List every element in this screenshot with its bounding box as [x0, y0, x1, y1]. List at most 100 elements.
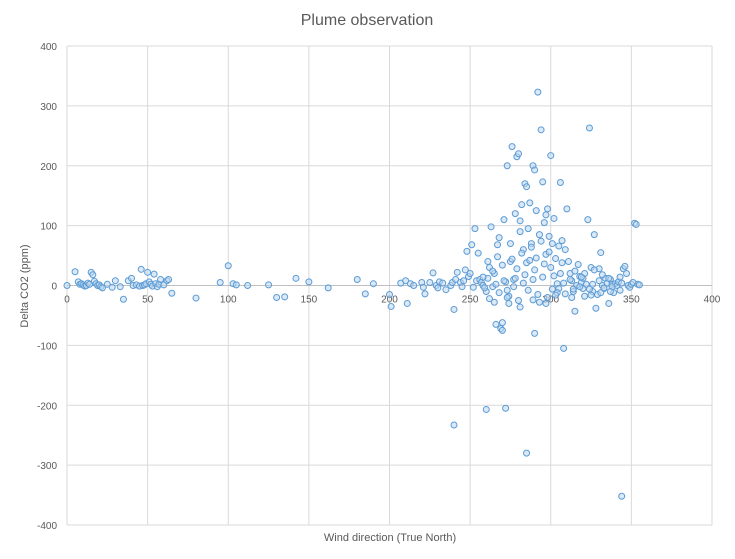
data-point-234 — [618, 279, 626, 287]
data-point-128 — [532, 207, 540, 215]
data-point-108 — [500, 216, 508, 224]
data-point-260 — [616, 273, 624, 281]
data-point-131 — [537, 126, 545, 134]
data-point-55 — [305, 278, 313, 286]
data-point-223 — [511, 274, 519, 282]
data-point-63 — [402, 277, 410, 285]
data-point-202 — [524, 286, 532, 294]
data-point-267 — [490, 298, 498, 306]
data-point-146 — [561, 246, 569, 254]
data-point-135 — [544, 205, 552, 213]
data-point-64 — [403, 299, 411, 307]
y-tick-label-6: -200 — [37, 401, 57, 412]
data-point-252 — [539, 273, 547, 281]
x-axis-title: Wind direction (True North) — [324, 532, 456, 544]
data-point-100 — [487, 223, 495, 231]
data-point-143 — [556, 179, 564, 187]
data-point-70 — [426, 279, 434, 287]
data-point-214 — [556, 270, 564, 278]
data-point-88 — [466, 270, 474, 278]
data-point-43 — [165, 276, 173, 284]
data-point-115 — [511, 210, 519, 218]
data-point-243 — [561, 290, 569, 298]
data-point-249 — [510, 283, 518, 291]
data-point-265 — [545, 248, 553, 256]
data-point-255 — [568, 293, 576, 301]
data-point-45 — [192, 294, 200, 302]
x-tick-label-8: 400 — [704, 295, 721, 306]
data-point-161 — [585, 124, 593, 132]
data-point-199 — [495, 289, 503, 297]
data-point-212 — [537, 237, 545, 245]
data-point-80 — [452, 276, 460, 284]
data-point-211 — [527, 243, 535, 251]
data-point-133 — [540, 219, 548, 227]
data-point-93 — [474, 249, 482, 257]
data-point-127 — [531, 166, 539, 174]
data-point-52 — [273, 293, 281, 301]
data-point-1 — [71, 268, 79, 276]
data-point-36 — [150, 270, 158, 278]
x-tick-labels: 0 50 100 150 200 250 300 350 400 — [64, 295, 721, 306]
data-point-18 — [103, 280, 111, 288]
y-tick-label-4: 0 — [51, 282, 57, 293]
data-point-198 — [485, 295, 493, 303]
data-point-69 — [421, 290, 429, 298]
data-point-17 — [98, 284, 106, 292]
data-point-168 — [597, 249, 605, 257]
y-tick-label-7: -300 — [37, 461, 57, 472]
x-tick-label-4: 200 — [381, 295, 398, 306]
data-point-261 — [506, 240, 514, 248]
data-point-136 — [545, 232, 553, 240]
data-point-256 — [577, 273, 585, 281]
data-point-203 — [534, 290, 542, 298]
data-point-104 — [494, 241, 502, 249]
data-point-110 — [503, 162, 511, 170]
data-point-107 — [498, 326, 506, 334]
data-point-210 — [518, 249, 526, 257]
y-tick-label-5: -100 — [37, 341, 57, 352]
y-tick-label-0: 400 — [40, 42, 57, 53]
data-point-54 — [292, 274, 300, 282]
data-point-251 — [529, 276, 537, 284]
x-tick-label-5: 250 — [462, 295, 479, 306]
data-point-194 — [482, 405, 490, 413]
data-point-247 — [600, 284, 608, 292]
data-point-140 — [552, 255, 560, 263]
data-point-79 — [450, 305, 458, 313]
data-point-220 — [481, 284, 489, 292]
data-point-236 — [494, 253, 502, 261]
data-point-232 — [598, 271, 606, 279]
data-point-103 — [492, 320, 500, 328]
data-point-206 — [479, 273, 487, 281]
data-point-130 — [535, 231, 543, 239]
data-point-21 — [116, 283, 124, 291]
data-point-19 — [108, 283, 116, 291]
data-point-193 — [450, 421, 458, 429]
data-point-57 — [353, 276, 361, 284]
chart-title: Plume observation — [301, 12, 434, 29]
data-point-270 — [529, 296, 537, 304]
data-points — [63, 88, 643, 500]
x-tick-label-1: 50 — [142, 295, 154, 306]
data-point-271 — [542, 299, 550, 307]
data-point-132 — [539, 178, 547, 186]
data-point-89 — [468, 241, 476, 249]
data-point-201 — [515, 296, 522, 304]
data-point-208 — [498, 261, 506, 269]
data-point-81 — [453, 268, 461, 276]
data-point-84 — [460, 277, 468, 285]
data-point-61 — [387, 302, 395, 310]
data-point-242 — [552, 291, 560, 299]
y-tick-label-8: -400 — [37, 521, 57, 532]
data-point-184 — [623, 270, 631, 278]
data-point-225 — [531, 266, 539, 274]
data-point-0 — [63, 282, 71, 289]
data-point-86 — [463, 247, 471, 255]
data-point-129 — [534, 88, 542, 96]
data-point-138 — [548, 240, 556, 248]
data-point-50 — [244, 282, 252, 289]
data-point-207 — [489, 267, 497, 275]
data-point-59 — [369, 280, 377, 288]
data-point-60 — [386, 290, 393, 298]
